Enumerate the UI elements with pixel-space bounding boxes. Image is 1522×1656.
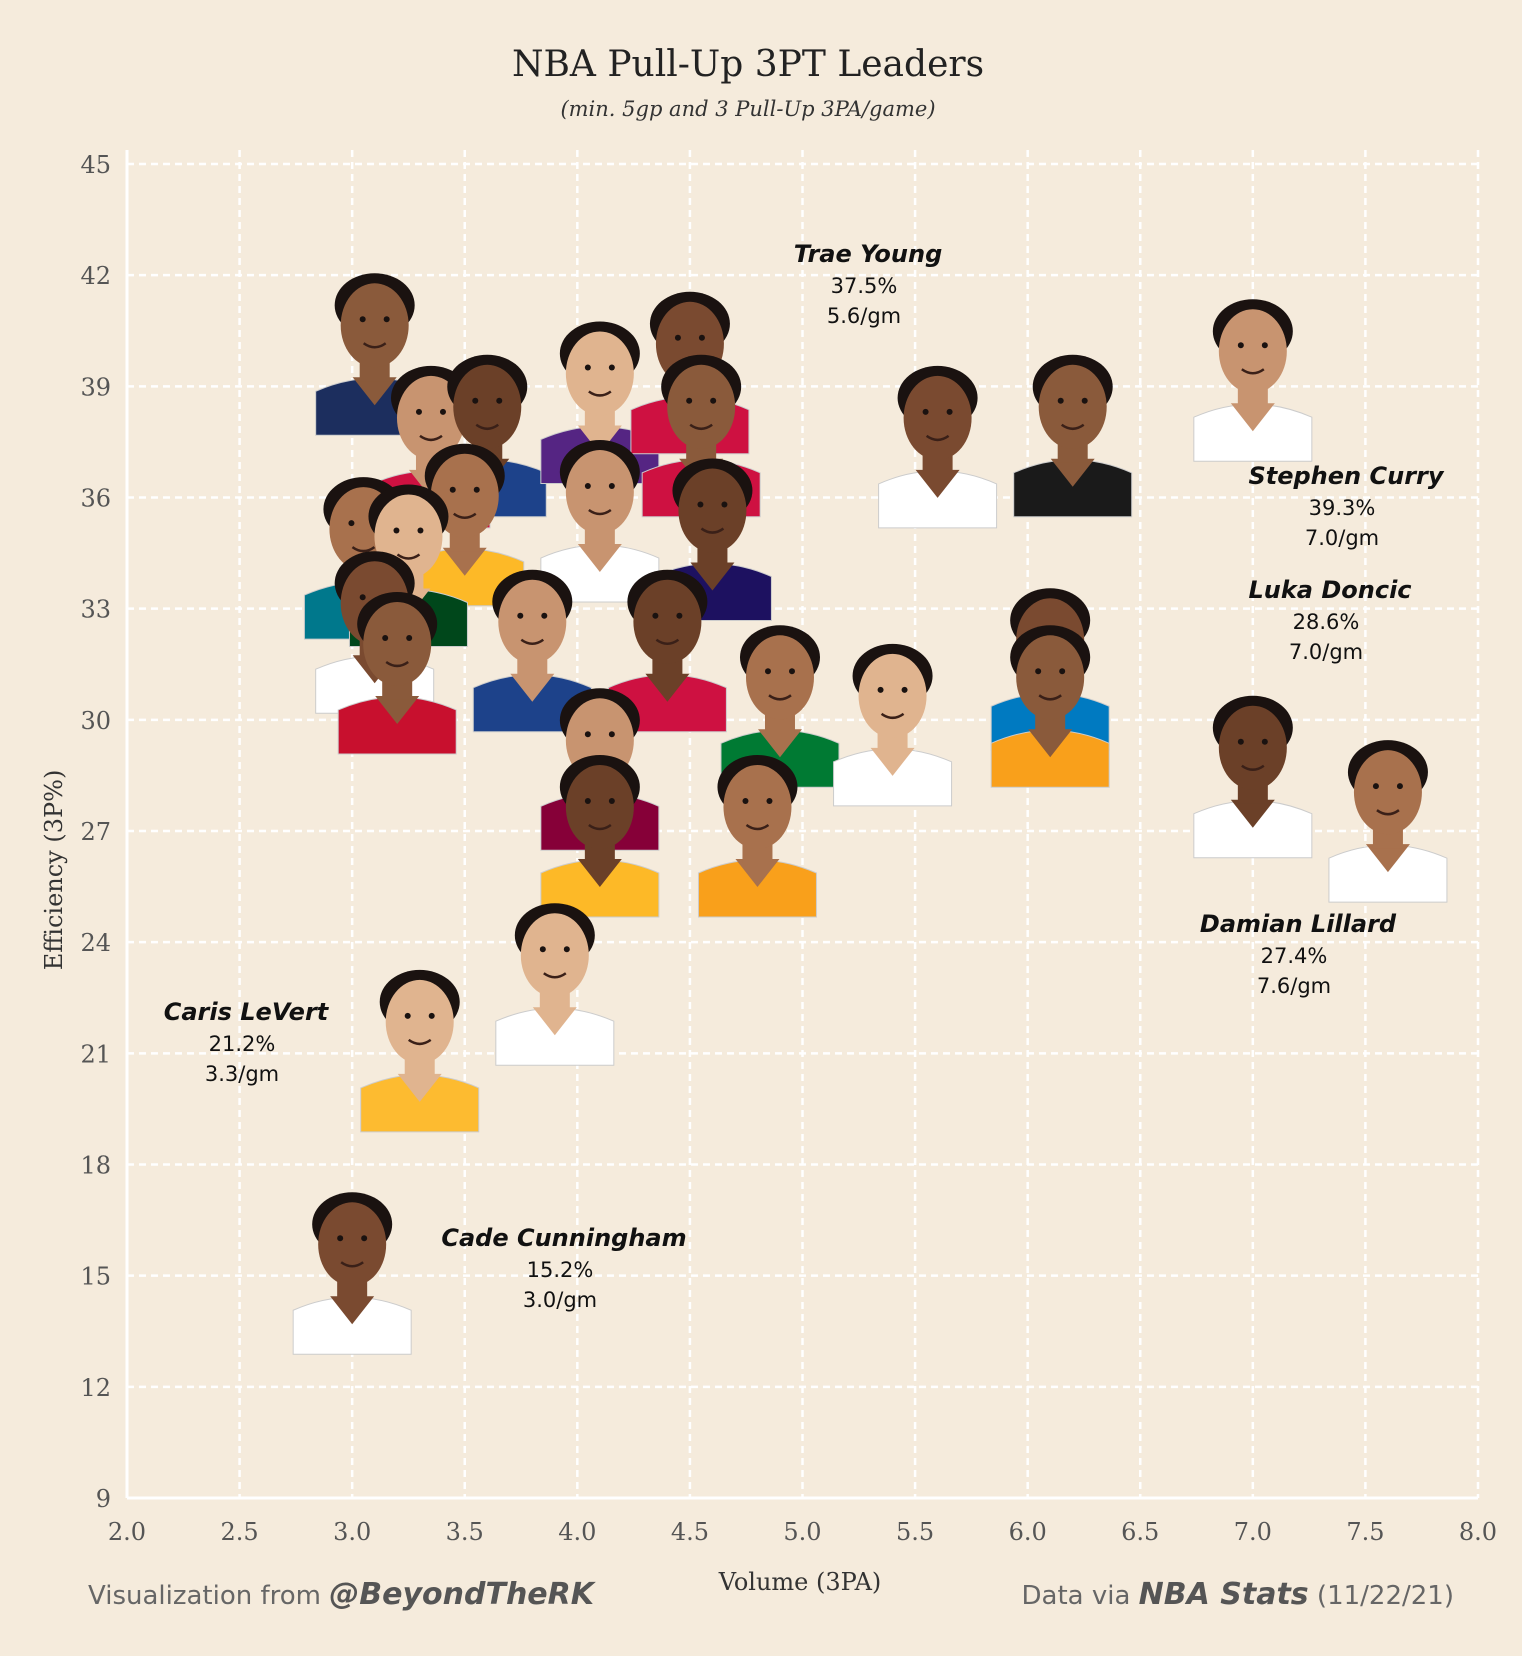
callout-vol: 3.0/gm <box>523 1288 597 1312</box>
x-tick-label: 4.5 <box>671 1518 709 1546</box>
data-point <box>878 365 998 529</box>
x-tick-label: 8.0 <box>1459 1518 1497 1546</box>
callout-name: Stephen Curry <box>1248 462 1444 490</box>
callout-vol: 5.6/gm <box>827 304 901 328</box>
data-points <box>292 273 1448 1355</box>
data-point <box>360 969 480 1133</box>
footer-date: (11/22/21) <box>1309 1581 1454 1611</box>
x-tick-label: 3.5 <box>446 1518 484 1546</box>
callout-name: Damian Lillard <box>1200 910 1397 938</box>
callout-pct: 39.3% <box>1309 496 1376 520</box>
callout-name: Trae Young <box>794 240 943 268</box>
y-tick-label: 45 <box>80 151 111 179</box>
data-point <box>540 440 660 603</box>
data-point <box>1193 695 1313 859</box>
chart-subtitle: (min. 5gp and 3 Pull-Up 3PA/game) <box>560 97 935 121</box>
y-tick-label: 18 <box>80 1152 111 1180</box>
y-tick-label: 39 <box>80 373 111 401</box>
data-point <box>292 1192 412 1355</box>
data-point <box>720 625 840 788</box>
y-tick-label: 24 <box>80 929 111 957</box>
axes: 2.0 2.5 3.0 3.5 4.0 4.5 5.0 5.5 6.0 6.5 7.0 7.5 8.0 9… <box>80 150 1497 1546</box>
x-tick-label: 2.5 <box>220 1518 258 1546</box>
callout-vol: 3.3/gm <box>205 1062 279 1086</box>
x-tick-label: 6.5 <box>1121 1518 1159 1546</box>
x-tick-label: 2.0 <box>108 1518 146 1546</box>
x-tick-label: 7.0 <box>1234 1518 1272 1546</box>
footer-source: NBA Stats <box>1139 1577 1309 1612</box>
y-tick-label: 30 <box>80 707 111 735</box>
data-point <box>1193 299 1313 462</box>
data-point <box>990 625 1110 788</box>
data-point <box>1328 740 1448 903</box>
footer-handle: @BeyondTheRK <box>329 1577 596 1612</box>
callout-vol: 7.6/gm <box>1257 974 1331 998</box>
callout-name: Cade Cunningham <box>441 1224 686 1252</box>
y-tick-label: 27 <box>80 818 111 846</box>
callouts: Trae Young 37.5% 5.6/gm Stephen Curry 39.3% 7… <box>164 240 1445 1312</box>
y-tick-label: 42 <box>80 262 111 290</box>
y-tick-label: 9 <box>96 1485 111 1513</box>
callout-name: Caris LeVert <box>164 998 330 1026</box>
x-tick-label: 7.5 <box>1346 1518 1384 1546</box>
callout-name: Luka Doncic <box>1248 576 1411 604</box>
callout-vol: 7.0/gm <box>1289 640 1363 664</box>
x-tick-label: 3.0 <box>333 1518 371 1546</box>
footer-right: Data via NBA Stats (11/22/21) <box>1021 1577 1454 1612</box>
footer-left: Visualization from @BeyondTheRK <box>88 1577 597 1612</box>
y-tick-label: 36 <box>80 485 111 513</box>
x-tick-label: 4.0 <box>558 1518 596 1546</box>
x-tick-label: 5.0 <box>783 1518 821 1546</box>
callout-pct: 37.5% <box>831 274 898 298</box>
y-tick-label: 12 <box>80 1374 111 1402</box>
y-tick-label: 33 <box>80 596 111 624</box>
data-point <box>472 569 592 733</box>
data-point <box>1013 354 1133 518</box>
data-point <box>495 903 615 1066</box>
callout-pct: 15.2% <box>527 1258 594 1282</box>
x-tick-label: 5.5 <box>896 1518 934 1546</box>
x-tick-label: 6.0 <box>1009 1518 1047 1546</box>
data-point <box>697 755 817 918</box>
data-point <box>540 755 660 918</box>
footer-right-prefix: Data via <box>1021 1581 1138 1611</box>
callout-vol: 7.0/gm <box>1305 526 1379 550</box>
y-axis-label: Efficiency (3P%) <box>40 770 68 971</box>
callout-pct: 27.4% <box>1261 944 1328 968</box>
data-point <box>833 643 953 807</box>
y-tick-label: 15 <box>80 1263 111 1291</box>
data-point <box>337 591 457 755</box>
x-axis-label: Volume (3PA) <box>718 1568 882 1596</box>
chart-title: NBA Pull-Up 3PT Leaders <box>512 44 984 85</box>
callout-pct: 28.6% <box>1293 610 1360 634</box>
y-tick-label: 21 <box>80 1040 111 1068</box>
callout-pct: 21.2% <box>209 1032 276 1056</box>
footer-left-prefix: Visualization from <box>88 1581 329 1611</box>
